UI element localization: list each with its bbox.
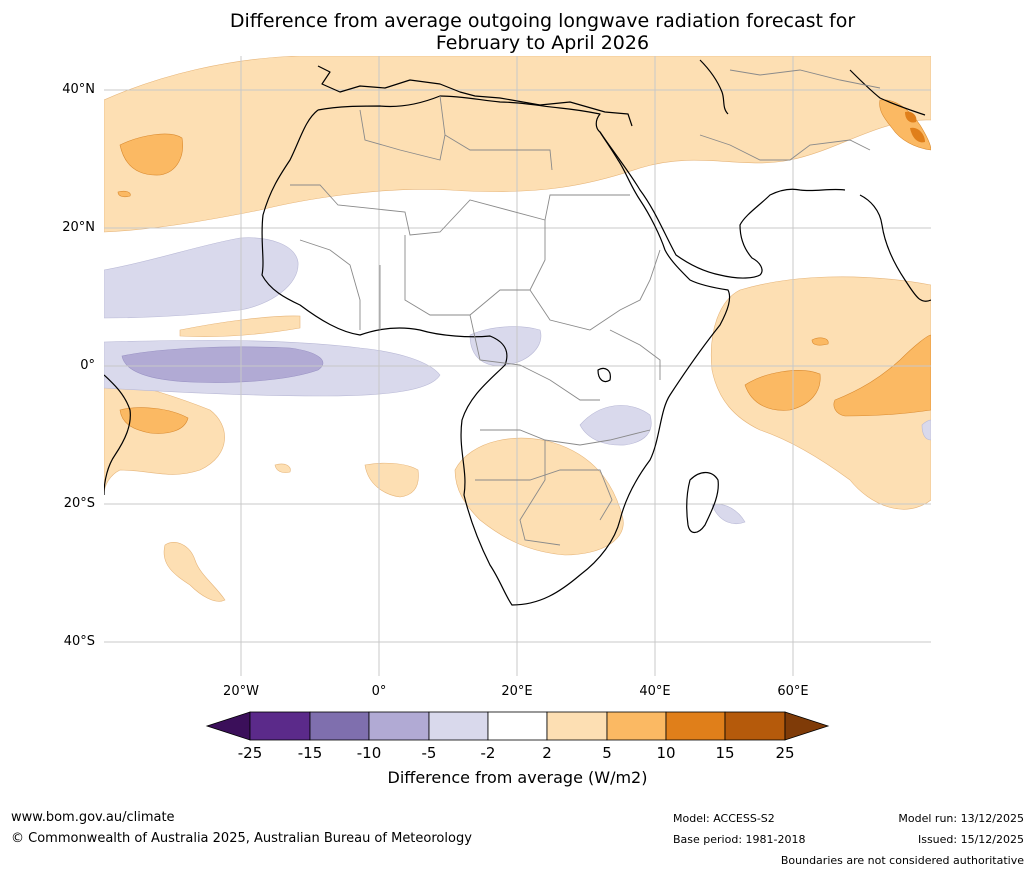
colorbar-tick: -25 xyxy=(237,744,263,762)
lat-label-40n: 40°N xyxy=(62,82,95,97)
copyright-text: © Commonwealth of Australia 2025, Austra… xyxy=(11,831,472,846)
colorbar-swatch-2 xyxy=(309,711,370,741)
lat-label-0: 0° xyxy=(80,358,95,373)
issued-text: Issued: 15/12/2025 xyxy=(917,833,1024,846)
colorbar-tick: 25 xyxy=(775,744,795,762)
colorbar-swatch-6 xyxy=(546,711,608,741)
colorbar-swatch-9 xyxy=(724,711,786,741)
coastlines xyxy=(104,59,931,606)
lon-label-40e: 40°E xyxy=(639,684,671,699)
model-text: Model: ACCESS-S2 xyxy=(673,812,775,825)
colorbar-extend-low xyxy=(205,711,251,741)
lat-label-20n: 20°N xyxy=(62,220,95,235)
map-title-line-2: February to April 2026 xyxy=(435,32,650,54)
boundaries-disclaimer: Boundaries are not considered authoritat… xyxy=(780,854,1024,867)
colorbar-tick: 2 xyxy=(542,744,552,762)
colorbar-tick: -15 xyxy=(297,744,323,762)
map-title-line-1: Difference from average outgoing longwav… xyxy=(229,10,856,32)
colorbar-label: Difference from average (W/m2) xyxy=(387,768,648,787)
colorbar-tick: 5 xyxy=(602,744,612,762)
colorbar-swatch-5 xyxy=(487,711,548,741)
country-borders xyxy=(290,69,881,546)
lon-label-60e: 60°E xyxy=(777,684,809,699)
lon-label-20w: 20°W xyxy=(223,684,259,699)
colorbar-swatch-8 xyxy=(665,711,726,741)
map-title: Difference from average outgoing longwav… xyxy=(0,10,1035,54)
model-run-text: Model run: 13/12/2025 xyxy=(898,812,1024,825)
colorbar-extend-high xyxy=(784,711,830,741)
colorbar-tick: 15 xyxy=(715,744,735,762)
colorbar-swatch-4 xyxy=(428,711,489,741)
colorbar-tick: 10 xyxy=(656,744,676,762)
base-period-text: Base period: 1981-2018 xyxy=(673,833,806,846)
lon-label-20e: 20°E xyxy=(501,684,533,699)
colorbar-swatch-1 xyxy=(249,711,311,741)
lat-label-20s: 20°S xyxy=(63,496,95,511)
website-link[interactable]: www.bom.gov.au/climate xyxy=(11,810,175,825)
anomaly-minus-5-to-minus-10 xyxy=(121,346,324,383)
lon-label-0: 0° xyxy=(371,684,387,699)
map-canvas xyxy=(104,56,931,676)
colorbar-swatch-7 xyxy=(606,711,667,741)
colorbar-tick: -5 xyxy=(421,744,437,762)
lat-label-40s: 40°S xyxy=(63,634,95,649)
colorbar-tick: -10 xyxy=(356,744,382,762)
colorbar xyxy=(205,711,830,741)
colorbar-tick: -2 xyxy=(480,744,496,762)
anomaly-10-to-15-positive xyxy=(905,111,925,143)
graticule xyxy=(104,56,931,676)
colorbar-swatch-3 xyxy=(368,711,430,741)
